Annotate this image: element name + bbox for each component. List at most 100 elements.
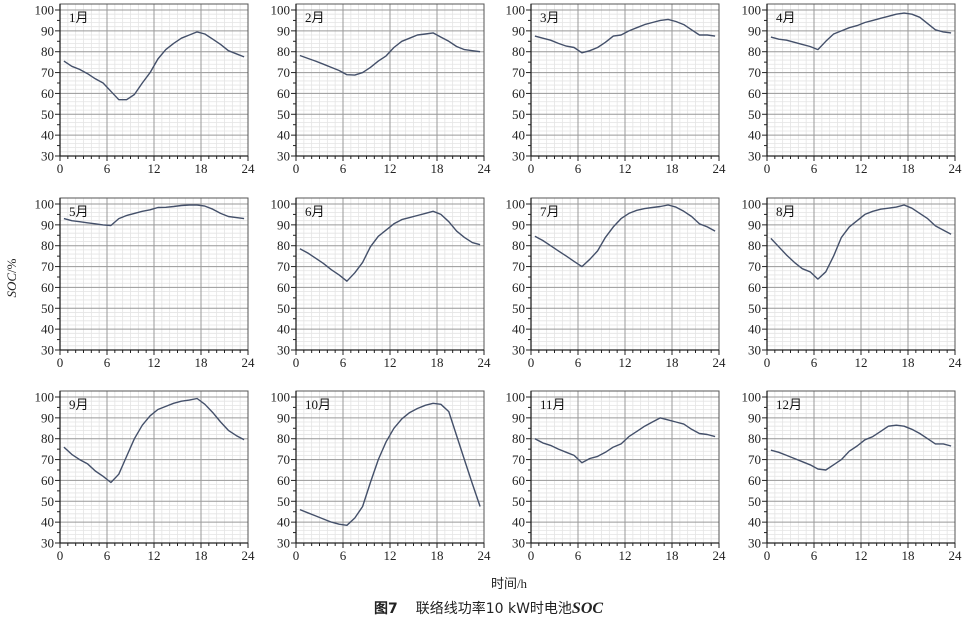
y-tick-label: 90	[277, 217, 290, 232]
y-tick-label: 30	[41, 536, 54, 551]
x-tick-label: 18	[195, 355, 208, 370]
soc-line	[299, 210, 481, 282]
subplot-title: 7月	[540, 204, 560, 219]
x-tick-label: 24	[478, 161, 492, 176]
subplot-8: 0 6 12 18 24 30 40 50 60 70 80 90 100 8月	[742, 197, 963, 371]
y-tick-label: 60	[41, 473, 54, 488]
y-tick-label: 100	[742, 3, 762, 18]
y-tick-label: 50	[41, 107, 54, 122]
y-tick-label: 100	[742, 197, 762, 212]
y-tick-label: 100	[506, 3, 526, 18]
subplot-1: 0 6 12 18 24 30 40 50 60 70 80 90 100 1月	[35, 3, 256, 177]
y-tick-label: 80	[512, 431, 525, 446]
x-tick-label: 6	[575, 548, 582, 563]
x-tick-label: 24	[713, 355, 727, 370]
y-tick-label: 80	[41, 431, 54, 446]
x-tick-label: 6	[811, 548, 818, 563]
y-tick-label: 30	[277, 343, 290, 358]
y-tick-label: 70	[748, 259, 761, 274]
y-tick-label: 70	[277, 259, 290, 274]
y-tick-label: 40	[512, 322, 525, 337]
y-tick-label: 50	[41, 301, 54, 316]
y-tick-label: 40	[41, 128, 54, 143]
x-tick-label: 12	[619, 548, 632, 563]
y-tick-label: 40	[277, 128, 290, 143]
subplot-title: 12月	[776, 397, 802, 412]
x-tick-label: 24	[949, 548, 963, 563]
x-tick-label: 12	[384, 548, 397, 563]
subplot-title: 9月	[69, 397, 89, 412]
soc-line	[534, 18, 716, 54]
y-tick-label: 30	[277, 149, 290, 164]
y-tick-label: 40	[277, 515, 290, 530]
subplot-title: 1月	[69, 10, 89, 25]
y-tick-label: 80	[41, 238, 54, 253]
y-tick-label: 50	[748, 301, 761, 316]
y-tick-label: 90	[512, 410, 525, 425]
x-tick-label: 18	[902, 355, 915, 370]
x-tick-label: 6	[811, 161, 818, 176]
subplot-4: 0 6 12 18 24 30 40 50 60 70 80 90 100 4月	[742, 3, 963, 177]
soc-line	[63, 204, 245, 227]
y-tick-label: 50	[277, 107, 290, 122]
caption-soc: SOC	[571, 600, 604, 617]
x-tick-label: 0	[764, 548, 771, 563]
y-tick-label: 90	[512, 217, 525, 232]
y-tick-label: 70	[512, 65, 525, 80]
y-tick-label: 90	[277, 23, 290, 38]
caption-text: 联络线功率10 kW时电池	[415, 601, 572, 617]
y-tick-label: 30	[512, 536, 525, 551]
y-tick-label: 80	[748, 238, 761, 253]
x-tick-label: 12	[855, 548, 868, 563]
y-tick-label: 70	[512, 452, 525, 467]
subplot-title: 8月	[776, 204, 796, 219]
x-tick-label: 6	[811, 355, 818, 370]
y-tick-label: 60	[41, 86, 54, 101]
y-tick-label: 80	[41, 44, 54, 59]
x-tick-label: 24	[949, 355, 963, 370]
y-tick-label: 60	[748, 280, 761, 295]
x-tick-label: 18	[431, 548, 444, 563]
y-tick-label: 80	[512, 238, 525, 253]
y-tick-label: 100	[271, 3, 291, 18]
y-tick-label: 40	[512, 128, 525, 143]
y-tick-label: 60	[277, 473, 290, 488]
y-tick-label: 60	[512, 473, 525, 488]
subplot-title: 2月	[305, 10, 325, 25]
y-tick-label: 30	[512, 149, 525, 164]
subplot-10: 0 6 12 18 24 30 40 50 60 70 80 90 100 10月	[271, 390, 492, 564]
y-tick-label: 100	[35, 197, 55, 212]
soc-line	[299, 402, 481, 526]
x-tick-label: 24	[713, 548, 727, 563]
x-tick-label: 0	[293, 355, 300, 370]
y-tick-label: 50	[41, 494, 54, 509]
y-tick-label: 90	[748, 410, 761, 425]
caption-number: 图7	[373, 601, 398, 617]
y-tick-label: 90	[41, 217, 54, 232]
subplot-12: 0 6 12 18 24 30 40 50 60 70 80 90 100 12月	[742, 390, 963, 564]
x-tick-label: 24	[242, 161, 256, 176]
subplot-title: 4月	[776, 10, 796, 25]
subplot-title: 11月	[540, 397, 566, 412]
y-tick-label: 90	[512, 23, 525, 38]
x-tick-label: 12	[619, 161, 632, 176]
x-tick-label: 0	[57, 548, 64, 563]
x-tick-label: 12	[148, 548, 161, 563]
y-tick-label: 100	[35, 390, 55, 405]
x-tick-label: 24	[478, 548, 492, 563]
y-tick-label: 70	[277, 452, 290, 467]
y-tick-label: 60	[277, 86, 290, 101]
y-tick-label: 60	[512, 280, 525, 295]
x-tick-label: 12	[148, 161, 161, 176]
x-tick-label: 6	[340, 161, 347, 176]
subplot-7: 0 6 12 18 24 30 40 50 60 70 80 90 100 7月	[506, 197, 727, 371]
y-tick-label: 70	[41, 65, 54, 80]
y-tick-label: 70	[748, 65, 761, 80]
subplot-9: 0 6 12 18 24 30 40 50 60 70 80 90 100 9月	[35, 390, 256, 564]
y-tick-label: 50	[748, 494, 761, 509]
x-tick-label: 0	[293, 548, 300, 563]
subplot-11: 0 6 12 18 24 30 40 50 60 70 80 90 100 11月	[506, 390, 727, 564]
x-tick-label: 0	[528, 548, 535, 563]
soc-line	[770, 12, 952, 51]
y-tick-label: 30	[748, 343, 761, 358]
